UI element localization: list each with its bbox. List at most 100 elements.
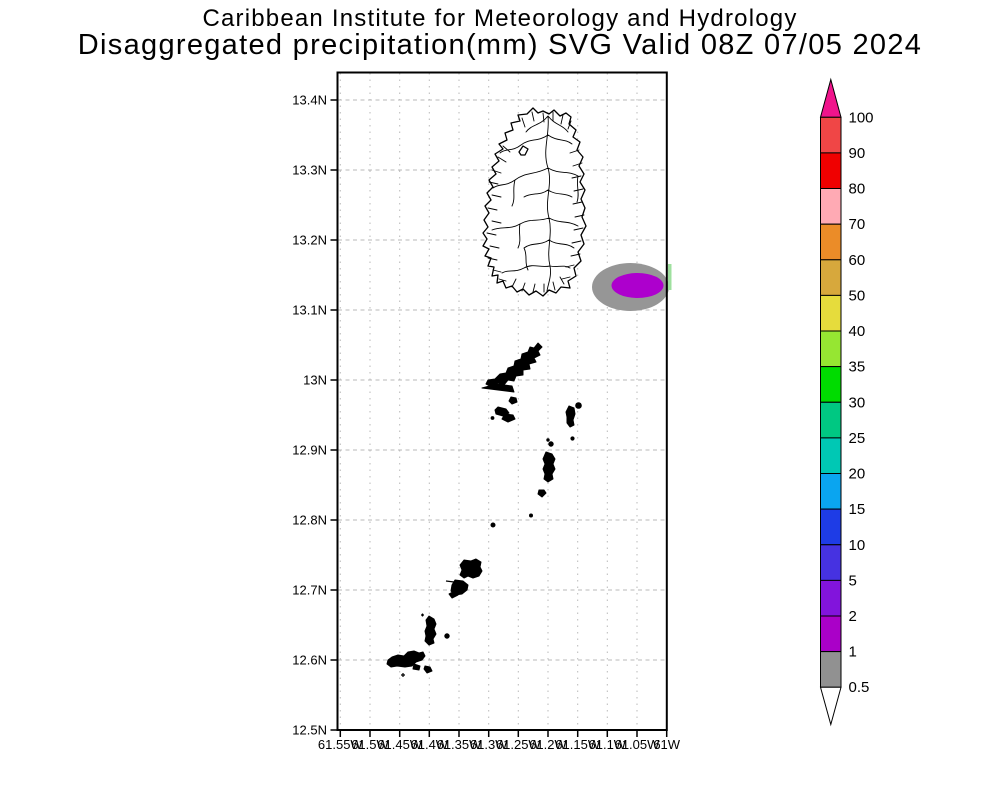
union-island bbox=[424, 615, 437, 646]
lon-tick-label: 61.5W bbox=[351, 737, 389, 752]
lon-tick-label: 61W bbox=[653, 737, 680, 752]
lon-tick-label: 61.1W bbox=[589, 737, 627, 752]
islet-northeast-of-mustique bbox=[575, 402, 582, 409]
bequia-west-tail bbox=[481, 383, 515, 393]
lon-tick-label: 61.05W bbox=[615, 737, 661, 752]
lat-tick-label: 12.9N bbox=[292, 443, 327, 458]
colorbar-segment bbox=[820, 508, 842, 546]
lon-axis-labels: 61.55W 61.5W 61.45W 61.4W 61.35W 61.3W 6… bbox=[318, 737, 681, 752]
colorbar-label: 40 bbox=[849, 323, 866, 340]
page-title: Caribbean Institute for Meteorology and … bbox=[202, 5, 798, 32]
lat-axis-labels: 13.4N 13.3N 13.2N 13.1N 13N 12.9N 12.8N … bbox=[292, 93, 327, 738]
colorbar-segment bbox=[820, 294, 842, 332]
islet-dot-4 bbox=[529, 513, 533, 518]
colorbar-overflow-arrow bbox=[819, 77, 842, 118]
lat-tick-label: 12.5N bbox=[292, 723, 327, 738]
carriacou-lobe bbox=[412, 663, 421, 671]
coastal-streams bbox=[486, 111, 585, 293]
islet-dot-2 bbox=[546, 438, 550, 442]
colorbar-segment bbox=[820, 152, 842, 190]
mark-above-union bbox=[421, 613, 424, 617]
precip-contour-purple bbox=[611, 273, 664, 298]
colorbar-label: 35 bbox=[849, 359, 866, 376]
lon-tick-label: 61.35W bbox=[437, 737, 483, 752]
lat-tick-label: 13N bbox=[303, 373, 327, 388]
colorbar-label: 90 bbox=[849, 145, 866, 162]
plot-border bbox=[336, 71, 668, 731]
colorbar-segment bbox=[820, 615, 842, 653]
colorbar-label: 70 bbox=[849, 216, 866, 233]
islet-group-b bbox=[501, 413, 516, 423]
colorbar: 100 90 80 70 60 50 40 35 30 25 20 15 10 … bbox=[819, 77, 874, 727]
canouan-island bbox=[542, 451, 556, 483]
reef-line bbox=[445, 580, 455, 583]
colorbar-label: 1 bbox=[849, 644, 857, 661]
lon-tick-label: 61.45W bbox=[377, 737, 423, 752]
islet-southeast-of-carriacou bbox=[423, 665, 433, 674]
lon-tick-label: 61.4W bbox=[411, 737, 449, 752]
lon-tick-label: 61.25W bbox=[496, 737, 542, 752]
colorbar-label: 5 bbox=[849, 572, 857, 589]
page-subtitle: Disaggregated precipitation(mm) SVG Vali… bbox=[77, 29, 923, 61]
islet-petit-nevis bbox=[508, 396, 518, 405]
river-network bbox=[491, 115, 579, 292]
colorbar-label: 50 bbox=[849, 287, 866, 304]
islet-below-canouan bbox=[537, 489, 547, 498]
carriacou-island bbox=[386, 650, 426, 668]
colorbar-segment bbox=[820, 366, 842, 403]
lat-tick-label: 13.3N bbox=[292, 163, 327, 178]
lon-tick-label: 61.2W bbox=[529, 737, 567, 752]
colorbar-segment bbox=[820, 223, 842, 261]
mark-below-carriacou bbox=[401, 673, 405, 677]
colorbar-label: 100 bbox=[849, 109, 874, 126]
colorbar-segment bbox=[820, 651, 842, 688]
lon-tick-label: 61.3W bbox=[470, 737, 508, 752]
colorbar-segment bbox=[820, 401, 842, 439]
colorbar-label: 0.5 bbox=[849, 679, 870, 696]
colorbar-label: 2 bbox=[849, 608, 857, 625]
lat-tick-label: 13.2N bbox=[292, 233, 327, 248]
lon-tick-label: 61.55W bbox=[318, 737, 364, 752]
lat-axis-ticks bbox=[330, 99, 338, 731]
colorbar-labels: 100 90 80 70 60 50 40 35 30 25 20 15 10 … bbox=[849, 109, 874, 696]
lat-tick-label: 12.7N bbox=[292, 583, 327, 598]
colorbar-label: 10 bbox=[849, 537, 866, 554]
colorbar-label: 80 bbox=[849, 181, 866, 198]
colorbar-segment bbox=[820, 259, 842, 296]
colorbar-label: 20 bbox=[849, 466, 866, 483]
colorbar-segment bbox=[820, 116, 842, 154]
islet-dot-west bbox=[490, 416, 495, 420]
colorbar-segment bbox=[820, 437, 842, 475]
islet-east-of-union bbox=[444, 633, 450, 639]
colorbar-label: 30 bbox=[849, 394, 866, 411]
colorbar-label: 60 bbox=[849, 252, 866, 269]
colorbar-label: 25 bbox=[849, 430, 866, 447]
colorbar-segment bbox=[820, 579, 842, 617]
lat-tick-label: 12.6N bbox=[292, 653, 327, 668]
colorbar-segment bbox=[820, 473, 842, 510]
colorbar-segment bbox=[820, 188, 842, 225]
islet-dot-3 bbox=[570, 436, 575, 441]
lon-axis-ticks bbox=[339, 730, 668, 737]
northwest-islet bbox=[518, 145, 529, 156]
colorbar-label: 15 bbox=[849, 501, 866, 518]
colorbar-segment bbox=[820, 330, 842, 368]
lon-tick-label: 61.15W bbox=[555, 737, 601, 752]
precip-edge-artifact bbox=[668, 264, 672, 290]
islet-dot-5 bbox=[490, 522, 496, 528]
union-cluster-tail bbox=[448, 590, 459, 599]
lat-tick-label: 12.8N bbox=[292, 513, 327, 528]
precipitation-shading bbox=[592, 263, 672, 311]
colorbar-segment bbox=[820, 544, 842, 581]
st-vincent-coastline bbox=[482, 107, 587, 297]
islet-dot-1 bbox=[548, 441, 554, 447]
grid-lines-vertical bbox=[339, 73, 638, 729]
lat-tick-label: 13.1N bbox=[292, 303, 327, 318]
lat-tick-label: 13.4N bbox=[292, 93, 327, 108]
mayreau-tobago-cays bbox=[459, 558, 483, 579]
mustique-island bbox=[565, 405, 576, 428]
islands bbox=[386, 107, 587, 677]
colorbar-underflow-arrow bbox=[819, 686, 842, 727]
